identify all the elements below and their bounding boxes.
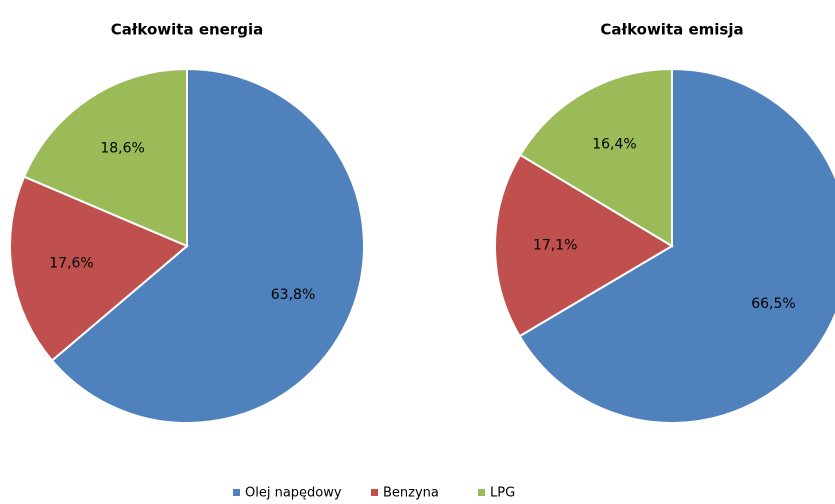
legend-label: LPG (490, 486, 515, 501)
legend-swatch (233, 489, 240, 496)
legend-swatch (478, 489, 485, 496)
pie-slice (50, 67, 365, 424)
legend-label: Olej napędowy (245, 486, 342, 501)
data-label: 17,1% (533, 238, 577, 254)
pie-slice (9, 175, 189, 362)
chart-title: Całkowita emisja (600, 21, 743, 39)
chart-title: Całkowita energia (111, 21, 264, 39)
legend-swatch (371, 489, 378, 496)
data-label: 18,6% (100, 141, 144, 157)
data-label: 66,5% (751, 296, 795, 312)
legend-label: Benzyna (383, 486, 439, 501)
data-label: 16,4% (592, 136, 636, 152)
pie-slice (518, 67, 673, 248)
data-label: 17,6% (49, 256, 93, 272)
pie-slice (22, 67, 188, 248)
pie-slice (494, 153, 674, 338)
pie-slice (518, 67, 835, 424)
data-label: 63,8% (271, 287, 315, 303)
